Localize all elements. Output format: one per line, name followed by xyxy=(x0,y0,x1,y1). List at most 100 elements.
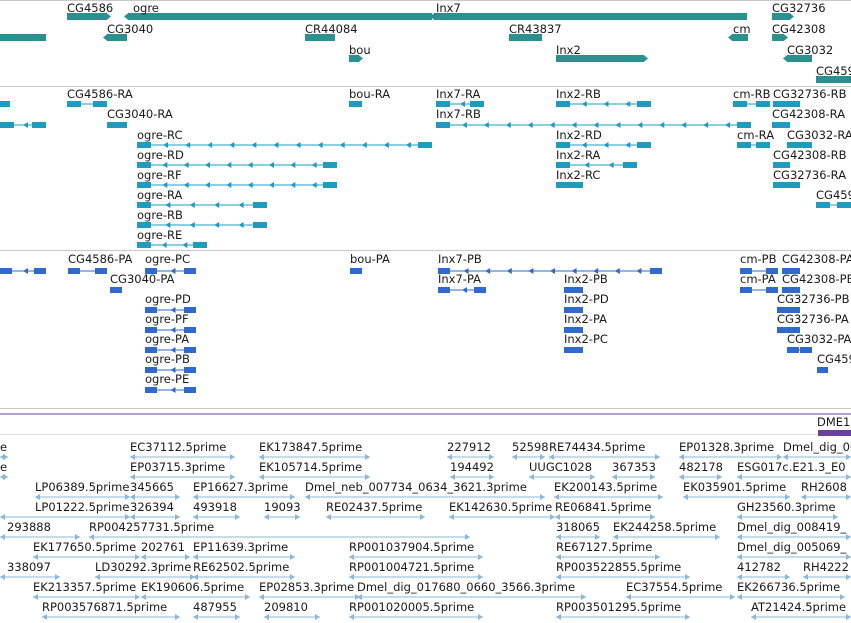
transcript-arrow[interactable] xyxy=(165,222,171,228)
protein-arrow[interactable] xyxy=(614,268,620,274)
protein-block[interactable] xyxy=(184,307,196,313)
protein-label[interactable]: ogre-PE xyxy=(145,372,190,386)
gene-label[interactable]: CG32736 xyxy=(772,1,826,15)
protein-arrow[interactable] xyxy=(114,287,119,293)
protein-block[interactable] xyxy=(184,327,196,333)
gene-bar[interactable] xyxy=(0,34,46,41)
transcript-arrow[interactable] xyxy=(290,182,296,188)
transcript-arrow[interactable] xyxy=(317,142,323,148)
transcript-arrow[interactable] xyxy=(703,122,709,128)
est-label[interactable]: EC37554.5prime xyxy=(626,580,723,594)
gene-label[interactable]: CR44084 xyxy=(305,22,358,36)
protein-block[interactable] xyxy=(184,268,196,274)
protein-label[interactable]: ogre-PD xyxy=(145,292,191,306)
protein-label[interactable]: Inx2-PA xyxy=(564,312,608,326)
est-label[interactable]: UUGC1028 xyxy=(529,460,593,474)
gene-label[interactable]: CG42308 xyxy=(772,22,826,36)
transcript-arrow[interactable] xyxy=(141,182,146,188)
transcript-arrow[interactable] xyxy=(560,162,565,168)
est-label[interactable]: 338097 xyxy=(7,560,51,574)
protein-block[interactable] xyxy=(788,268,800,274)
transcript-arrow[interactable] xyxy=(603,142,609,148)
protein-arrow[interactable] xyxy=(821,367,826,373)
transcript-arrow[interactable] xyxy=(141,202,146,208)
protein-arrow[interactable] xyxy=(170,367,176,373)
transcript-arrow[interactable] xyxy=(777,162,782,168)
transcript-label[interactable]: Inx2-RB xyxy=(556,87,601,101)
transcript-arrow[interactable] xyxy=(141,162,146,168)
protein-label[interactable]: CG3032-PA xyxy=(787,332,851,346)
protein-arrow[interactable] xyxy=(786,268,791,274)
gene-bar[interactable] xyxy=(772,34,784,41)
protein-arrow[interactable] xyxy=(593,268,599,274)
transcript-arrow[interactable] xyxy=(238,222,244,228)
transcript-arrow[interactable] xyxy=(560,182,565,188)
transcript-label[interactable]: ogre-RC xyxy=(137,128,183,142)
gene-bar[interactable] xyxy=(128,13,432,20)
transcript-label[interactable]: ogre-RE xyxy=(137,228,183,242)
gene-label[interactable]: CG3032 xyxy=(787,43,834,57)
transcript-arrow[interactable] xyxy=(405,142,411,148)
transcript-label[interactable]: CG3040-RA xyxy=(107,107,173,121)
transcript-arrow[interactable] xyxy=(777,101,782,107)
transcript-arrow[interactable] xyxy=(593,122,599,128)
protein-arrow[interactable] xyxy=(4,268,9,274)
protein-arrow[interactable] xyxy=(781,327,786,333)
transcript-exon[interactable] xyxy=(737,122,751,128)
transcript-arrow[interactable] xyxy=(207,142,213,148)
transcript-label[interactable]: ogre-RD xyxy=(137,148,184,162)
transcript-exon[interactable] xyxy=(323,182,337,188)
est-label[interactable]: RE67127.5prime xyxy=(556,540,653,554)
est-label[interactable]: RE74434.5prime xyxy=(549,440,646,454)
est-label[interactable]: EK035901.5prime xyxy=(683,480,787,494)
transcript-arrow[interactable] xyxy=(353,101,358,107)
est-label[interactable]: 293888 xyxy=(7,520,51,534)
est-label[interactable]: EK190606.5prime xyxy=(141,580,245,594)
protein-label[interactable]: CG32736-PB xyxy=(777,292,850,306)
est-label[interactable]: Dmel_neb_007734_0634_3621.3prime xyxy=(305,480,527,494)
transcript-arrow[interactable] xyxy=(777,182,782,188)
transcript-label[interactable]: bou-RA xyxy=(349,87,391,101)
est-label[interactable]: RP004257731.5prime xyxy=(89,520,215,534)
est-label[interactable]: EK173847.5prime xyxy=(259,440,363,454)
transcript-label[interactable]: CG459 xyxy=(816,188,851,202)
protein-label[interactable]: ogre-PC xyxy=(145,252,191,266)
est-label[interactable]: LD30292.3prime xyxy=(95,560,192,574)
transcript-label[interactable]: ogre-RA xyxy=(137,188,183,202)
est-label[interactable]: EK177650.5prime xyxy=(33,540,137,554)
transcript-arrow[interactable] xyxy=(226,182,232,188)
transcript-arrow[interactable] xyxy=(311,182,317,188)
protein-block[interactable] xyxy=(184,387,196,393)
est-label[interactable]: 326394 xyxy=(130,500,174,514)
transcript-label[interactable]: cm-RB xyxy=(733,87,771,101)
transcript-arrow[interactable] xyxy=(339,142,345,148)
transcript-arrow[interactable] xyxy=(238,202,244,208)
transcript-arrow[interactable] xyxy=(189,202,195,208)
transcript-label[interactable]: Inx7-RA xyxy=(436,87,481,101)
transcript-arrow[interactable] xyxy=(141,242,146,248)
est-label[interactable]: EP02853.3prime xyxy=(259,580,355,594)
transcript-arrow[interactable] xyxy=(162,162,168,168)
transcript-arrow[interactable] xyxy=(483,122,489,128)
transcript-arrow[interactable] xyxy=(165,202,171,208)
gene-bar[interactable] xyxy=(509,34,542,41)
transcript-arrow[interactable] xyxy=(251,142,257,148)
transcript-arrow[interactable] xyxy=(791,142,796,148)
transcript-arrow[interactable] xyxy=(111,122,116,128)
transcript-label[interactable]: cm-RA xyxy=(737,128,775,142)
protein-arrow[interactable] xyxy=(149,347,154,353)
transcript-arrow[interactable] xyxy=(4,101,9,107)
transcript-arrow[interactable] xyxy=(205,182,210,188)
protein-arrow[interactable] xyxy=(786,287,791,293)
transcript-exon[interactable] xyxy=(798,142,812,148)
gene-bar[interactable] xyxy=(107,34,127,41)
transcript-exon[interactable] xyxy=(837,202,851,208)
est-label[interactable]: Dmel_dig_005069_ xyxy=(737,540,847,554)
transcript-exon[interactable] xyxy=(756,101,770,107)
transcript-arrow[interactable] xyxy=(290,162,296,168)
est-label[interactable]: Dmel_dig_017680_0660_3566.3prime xyxy=(357,580,576,594)
protein-arrow[interactable] xyxy=(170,387,176,393)
est-label[interactable]: EC37112.5prime xyxy=(130,440,227,454)
transcript-arrow[interactable] xyxy=(295,142,301,148)
gene-bar[interactable] xyxy=(305,34,335,41)
